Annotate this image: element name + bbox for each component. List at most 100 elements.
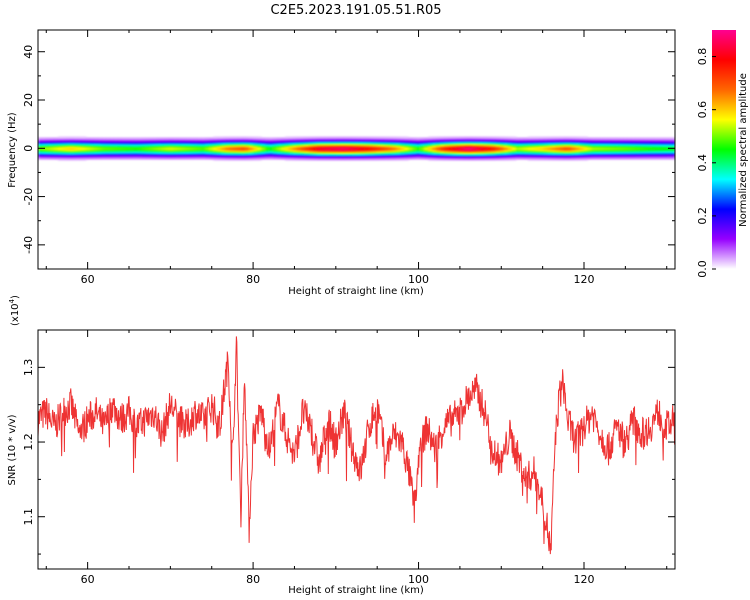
spectrogram-cell — [245, 140, 250, 143]
spectrogram-cell — [595, 157, 600, 160]
spectrogram-cell — [252, 159, 258, 161]
spectrogram-cell — [217, 148, 222, 150]
spectrogram-cell — [376, 139, 381, 141]
spectrogram-cell — [193, 151, 198, 153]
spectrogram-cell — [587, 151, 592, 153]
spectrogram-cell — [527, 137, 533, 139]
spectrogram-cell — [647, 139, 652, 141]
spectrogram-cell — [328, 155, 334, 158]
spectrogram-cell — [583, 159, 589, 161]
spectrogram-cell — [221, 144, 226, 147]
spectrogram-cell — [268, 142, 274, 145]
spectrogram-cell — [320, 153, 326, 156]
spectrogram-cell — [384, 139, 389, 141]
spectrogram-cell — [491, 156, 497, 159]
spectrogram-cell — [591, 144, 596, 147]
spectrogram-cell — [245, 144, 250, 147]
spectrogram-cell — [249, 139, 254, 141]
spectrogram-cell — [225, 158, 230, 161]
spectrogram-cell — [591, 157, 596, 160]
spectrogram-cell — [320, 142, 326, 145]
spectrogram-cell — [615, 142, 620, 145]
spectrogram-cell — [643, 146, 648, 148]
spectrogram-cell — [272, 151, 278, 153]
spectrogram-cell — [249, 141, 254, 144]
spectrogram-cell — [280, 145, 286, 148]
spectrogram-cell — [356, 148, 362, 150]
spectrogram-cell — [304, 143, 310, 146]
spectrogram-cell — [643, 141, 648, 144]
spectrogram-cell — [376, 152, 381, 155]
spectrogram-cell — [607, 154, 612, 157]
spectrogram-cell — [428, 139, 433, 141]
spectrogram-cell — [268, 158, 274, 161]
spectrogram-cell — [635, 152, 640, 154]
spectrogram-cell — [467, 148, 473, 150]
spectrogram-cell — [587, 150, 592, 152]
spectrogram-cell — [671, 143, 675, 146]
spectrogram-cell — [635, 156, 640, 159]
spectrogram-cell — [412, 157, 417, 160]
spectrogram-cell — [567, 140, 573, 143]
spectrogram-cell — [101, 137, 107, 139]
spectrogram-cell — [280, 147, 286, 149]
spectrogram-cell — [284, 159, 290, 161]
spectrogram-cell — [57, 142, 63, 145]
spectrogram-cell — [639, 155, 644, 158]
spectrogram-cell — [129, 153, 135, 156]
spectrogram-cell — [121, 149, 127, 151]
spectrogram-cell — [113, 140, 119, 143]
spectrogram-cell — [499, 136, 505, 138]
spectrogram-cell — [471, 147, 477, 149]
spectrogram-cell — [655, 144, 660, 147]
spectrogram-cell — [77, 149, 83, 151]
spectrogram-cell — [527, 152, 533, 155]
spectrogram-cell — [448, 158, 453, 161]
spectrogram-cell — [249, 159, 254, 161]
spectrogram-cell — [320, 150, 326, 152]
spectrogram-cell — [380, 141, 385, 144]
spectrogram-cell — [45, 149, 51, 151]
spectrogram-cell — [41, 138, 47, 140]
spectrogram-cell — [543, 159, 549, 161]
spectrogram-cell — [256, 143, 262, 146]
spectrogram-cell — [440, 148, 445, 150]
spectrogram-cell — [543, 137, 549, 139]
spectrogram-cell — [519, 139, 525, 142]
spectrogram-cell — [233, 152, 238, 155]
spectrogram-cell — [141, 153, 147, 156]
spectrogram-cell — [611, 157, 616, 160]
spectrogram-cell — [615, 139, 620, 142]
spectrogram-cell — [268, 151, 274, 153]
spectrogram-cell — [463, 153, 469, 156]
spectrogram-cell — [655, 145, 660, 148]
spectrogram-cell — [185, 155, 190, 158]
spectrogram-cell — [296, 136, 302, 138]
spectrogram-cell — [213, 152, 218, 154]
spectrogram-cell — [324, 139, 330, 142]
spectrogram-cell — [157, 139, 163, 141]
spectrogram-cell — [280, 152, 286, 155]
spectrogram-frame — [37, 29, 676, 270]
spectrogram-cell — [93, 154, 99, 157]
spectrogram-cell — [483, 150, 489, 152]
spectrogram-cell — [141, 156, 147, 159]
spectrogram-cell — [523, 152, 529, 154]
spectrogram-cell — [209, 149, 214, 151]
spectrogram-cell — [141, 151, 147, 153]
spectrogram-cell — [603, 137, 608, 139]
spectrogram-cell — [647, 149, 652, 151]
spectrogram-cell — [432, 153, 437, 156]
spectrogram-cell — [141, 149, 147, 151]
spectrogram-cell — [57, 136, 63, 138]
spectrogram-cell — [125, 155, 131, 158]
spectrogram-cell — [515, 151, 521, 153]
spectrogram-cell — [368, 140, 374, 143]
spectrogram-cell — [312, 156, 318, 159]
spectrogram-cell — [221, 137, 226, 139]
colorbar-gradient — [712, 30, 736, 269]
spectrogram-cell — [467, 139, 473, 141]
spectrogram-cell — [105, 144, 111, 147]
spectrogram-cell — [229, 136, 234, 138]
spectrogram-cell — [432, 150, 437, 152]
